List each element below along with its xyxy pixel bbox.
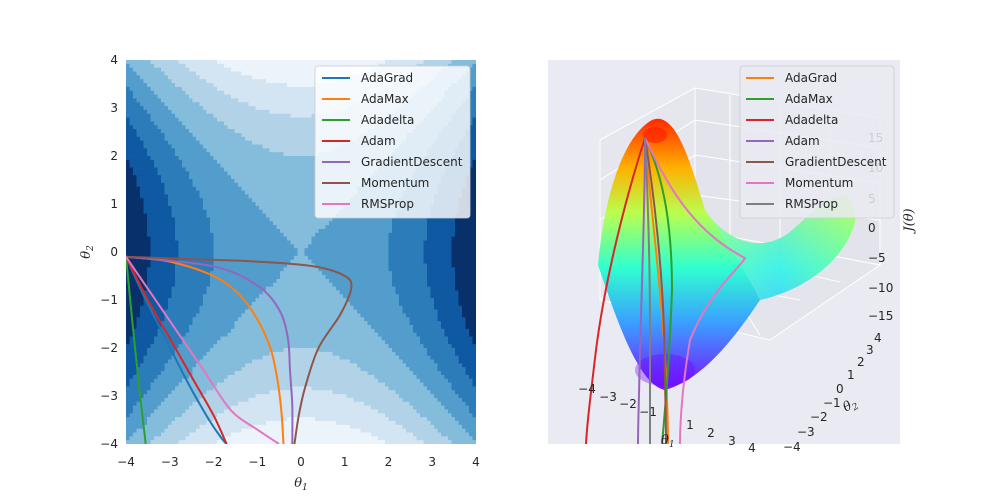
surface-path-rmsprop <box>644 137 651 444</box>
legend-label-momentum: Momentum <box>785 176 853 190</box>
legend-left: AdaGrad AdaMax Adadelta Adam GradientDescent… <box>314 65 471 219</box>
x-tick-label-3d: −2 <box>619 397 637 411</box>
y-tick-label-3d: −3 <box>797 425 815 439</box>
x-axis-label: θ1 <box>294 476 308 493</box>
legend-right: AdaGrad AdaMax Adadelta Adam GradientDescent… <box>739 65 895 219</box>
legend-label-adam: Adam <box>361 134 396 148</box>
legend-label-adagrad: AdaGrad <box>785 71 837 85</box>
trajectory-adadelta <box>126 256 147 444</box>
x-tick-label-3d: −1 <box>639 405 657 419</box>
trajectory-adam <box>126 256 228 444</box>
y-tick-label: 3 <box>110 101 118 115</box>
y-tick-label-3d: −4 <box>783 440 801 454</box>
y-tick-label: −4 <box>100 437 118 451</box>
surface-path-gradient-descent <box>644 137 667 445</box>
x-tick-label-3d: 4 <box>748 441 756 455</box>
x-tick-label-3d: −4 <box>578 382 596 396</box>
z-tick-label: −10 <box>868 281 893 295</box>
z-tick-label: −15 <box>868 309 893 323</box>
y-tick-label-3d: −1 <box>823 396 841 410</box>
y-tick-label-3d: −2 <box>810 410 828 424</box>
z-tick-label: 0 <box>868 221 876 235</box>
surface-path-adam <box>637 137 646 445</box>
legend-label-adadelta: Adadelta <box>361 113 414 127</box>
y-tick-label: −3 <box>100 389 118 403</box>
x-tick-labels-3d: −4−3 −2−1 123 4 <box>578 382 756 455</box>
x-tick-label: −1 <box>248 455 266 469</box>
trajectory-adamax <box>126 255 285 444</box>
x-tick-label: 4 <box>472 455 480 469</box>
legend-label-adagrad: AdaGrad <box>361 71 413 85</box>
z-axis-label: J(θ) <box>902 208 917 234</box>
contour-panel: −4 −3 −2 −1 0 1 2 3 4 −4 −3 −2 −1 0 1 2 3 4 θ1 θ2 AdaGra… <box>79 53 480 493</box>
y-tick-label: −1 <box>100 293 118 307</box>
y-tick-label-3d: 4 <box>874 331 882 345</box>
legend-label-rmsprop: RMSProp <box>361 197 414 211</box>
y-tick-label: −2 <box>100 341 118 355</box>
y-tick-label: 4 <box>110 53 118 67</box>
x-tick-label: 3 <box>428 455 436 469</box>
y-tick-label-3d: 0 <box>836 382 844 396</box>
y-tick-label-3d: 1 <box>847 368 855 382</box>
trajectory-rmsprop <box>126 256 280 444</box>
surface-trajectories <box>585 137 747 445</box>
x-tick-label: −4 <box>117 455 135 469</box>
trajectory-adagrad <box>126 256 228 444</box>
contour-plot <box>126 60 476 444</box>
x-tick-labels: −4 −3 −2 −1 0 1 2 3 4 <box>117 455 480 469</box>
surface-path-adagrad <box>644 137 669 445</box>
x-tick-label-3d: 3 <box>728 434 736 448</box>
y-axis-label: θ2 <box>79 245 96 259</box>
y-tick-labels: −4 −3 −2 −1 0 1 2 3 4 <box>100 53 118 451</box>
legend-label-gradientdescent: GradientDescent <box>785 155 887 169</box>
x-axis-label-3d: θ1 <box>661 433 675 450</box>
y-tick-label: 2 <box>110 149 118 163</box>
surface-path-momentum <box>644 137 747 445</box>
x-tick-label: 0 <box>297 455 305 469</box>
surface-path-adadelta <box>585 137 646 445</box>
z-tick-label: −5 <box>868 251 886 265</box>
legend-label-gradientdescent: GradientDescent <box>361 155 463 169</box>
y-tick-label: 1 <box>110 197 118 211</box>
y-tick-label-3d: 3 <box>866 343 874 357</box>
x-tick-label: 2 <box>385 455 393 469</box>
x-tick-label: 1 <box>341 455 349 469</box>
x-tick-label: −3 <box>161 455 179 469</box>
y-tick-label-3d: 2 <box>857 355 865 369</box>
legend-label-rmsprop: RMSProp <box>785 197 838 211</box>
legend-label-adadelta: Adadelta <box>785 113 838 127</box>
legend-label-adamax: AdaMax <box>361 92 409 106</box>
x-tick-label-3d: −3 <box>599 390 617 404</box>
trajectory-momentum <box>126 255 353 444</box>
legend-label-adamax: AdaMax <box>785 92 833 106</box>
trajectory-lines <box>126 255 353 444</box>
legend-label-adam: Adam <box>785 134 820 148</box>
y-tick-label: 0 <box>110 245 118 259</box>
x-tick-label: −2 <box>205 455 223 469</box>
trajectory-gradientdescent <box>126 255 294 444</box>
legend-label-momentum: Momentum <box>361 176 429 190</box>
x-tick-label-3d: 2 <box>707 426 715 440</box>
x-tick-label-3d: 1 <box>686 418 694 432</box>
